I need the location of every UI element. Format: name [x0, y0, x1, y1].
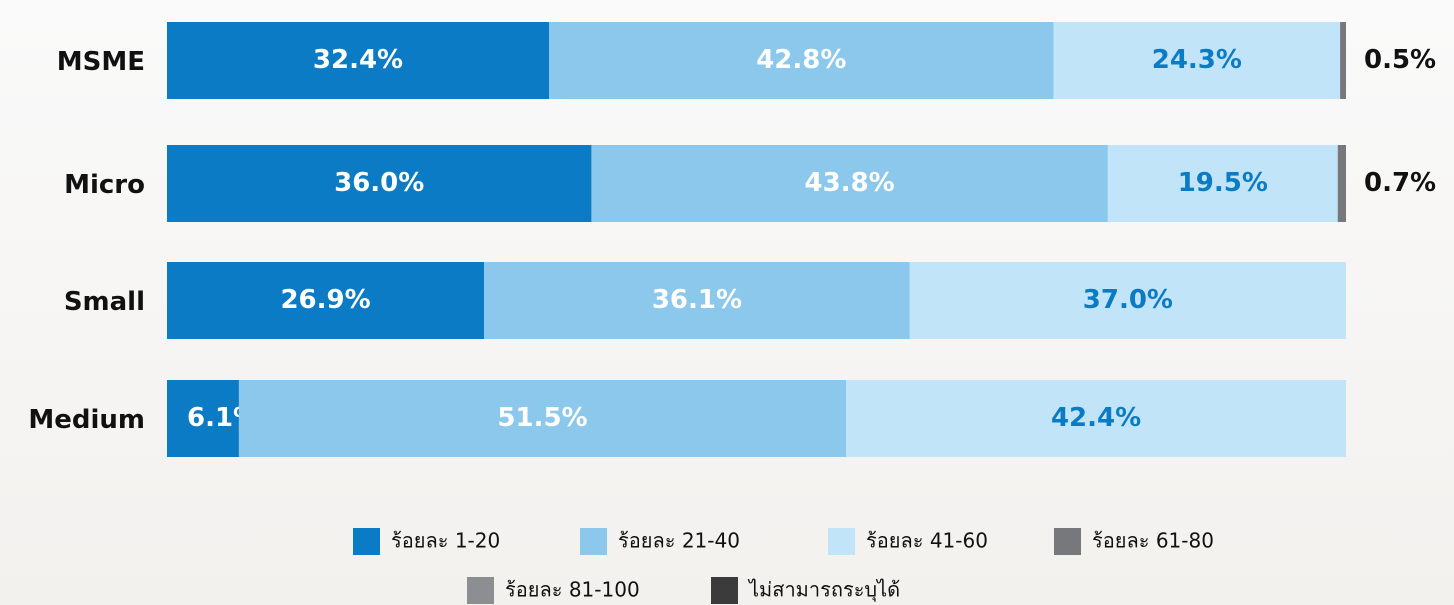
legend-label: ร้อยละ 81-100 [505, 578, 640, 602]
bar-segment [1053, 22, 1341, 99]
legend-swatch [828, 528, 855, 555]
legend-label: ไม่สามารถระบุได้ [747, 578, 900, 603]
legend-label: ร้อยละ 41-60 [866, 529, 988, 553]
bar-segment [591, 145, 1108, 222]
y-tick-label: Medium [28, 405, 145, 435]
data-label: 43.8% [805, 168, 895, 198]
legend-swatch [580, 528, 607, 555]
bar-segment [1340, 22, 1346, 99]
bar-segment [167, 262, 485, 339]
data-label: 0.5% [1364, 45, 1436, 75]
bar-segment [484, 262, 910, 339]
bar-segment [167, 380, 239, 457]
data-label: 26.9% [280, 285, 370, 315]
bar-segment [238, 380, 847, 457]
y-tick-label: Micro [64, 170, 145, 200]
bar-segment [846, 380, 1346, 457]
data-label: 37.0% [1083, 285, 1173, 315]
data-label: 42.8% [756, 45, 846, 75]
legend-label: ร้อยละ 21-40 [618, 529, 740, 553]
data-label: 36.0% [334, 168, 424, 198]
bar-segment [167, 145, 592, 222]
data-label: 24.3% [1152, 45, 1242, 75]
legend-swatch [711, 577, 738, 604]
bar-segment [548, 22, 1054, 99]
y-tick-label: MSME [57, 47, 145, 77]
bar-segment [1337, 145, 1346, 222]
legend-swatch [353, 528, 380, 555]
data-label: 36.1% [652, 285, 742, 315]
bar-segment [909, 262, 1346, 339]
legend-label: ร้อยละ 1-20 [391, 529, 500, 553]
data-label: 19.5% [1178, 168, 1268, 198]
data-label: 32.4% [313, 45, 403, 75]
legend-swatch [1054, 528, 1081, 555]
bar-segment [167, 22, 549, 99]
bar-segment [1107, 145, 1338, 222]
legend-swatch [467, 577, 494, 604]
data-label: 51.5% [497, 403, 587, 433]
data-label: 42.4% [1051, 403, 1141, 433]
data-label: 0.7% [1364, 168, 1436, 198]
legend-label: ร้อยละ 61-80 [1092, 529, 1214, 553]
y-tick-label: Small [64, 287, 145, 317]
